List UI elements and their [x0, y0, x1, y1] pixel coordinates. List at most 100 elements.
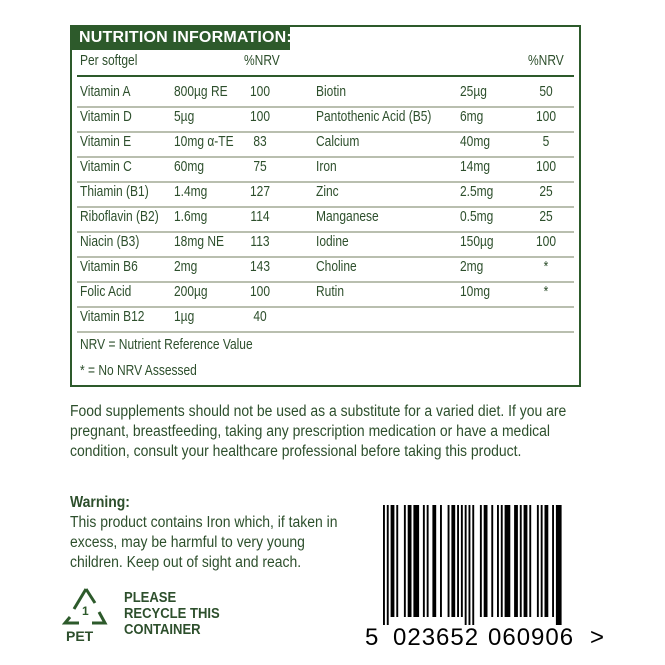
cell-l-nrv: 113	[250, 233, 270, 250]
cell-l-amount: 1µg	[174, 308, 195, 325]
cell-l-name: Vitamin A	[80, 83, 131, 100]
cell-l-name: Vitamin B6	[80, 258, 138, 275]
cell-r-nrv: 25	[539, 183, 553, 200]
recycle-line: RECYCLE THIS	[124, 606, 220, 622]
cell-l-amount: 200µg	[174, 283, 208, 300]
warning-title: Warning:	[70, 494, 130, 511]
barcode-bar	[407, 505, 412, 617]
barcode-bar	[552, 505, 554, 617]
barcode-bar	[479, 505, 482, 617]
barcode-bar	[540, 505, 543, 617]
barcode-bar	[447, 505, 450, 617]
cell-l-nrv: 75	[253, 158, 267, 175]
cell-r-nrv: 25	[539, 208, 553, 225]
barcode-bar	[500, 505, 503, 617]
cell-l-nrv: 100	[249, 283, 271, 300]
row-divider	[77, 256, 574, 258]
cell-r-name: Biotin	[316, 83, 347, 100]
recycle-line: PLEASE	[124, 590, 177, 606]
header-divider	[77, 75, 574, 77]
barcode-bar	[504, 505, 511, 617]
cell-r-amount: 2mg	[460, 258, 484, 275]
barcode-bar	[468, 505, 471, 625]
cell-l-name: Vitamin C	[80, 158, 132, 175]
recycle-number: 1	[82, 604, 89, 618]
barcode-bar	[440, 505, 442, 617]
cell-r-amount: 0.5mg	[460, 208, 494, 225]
cell-l-name: Niacin (B3)	[80, 233, 140, 250]
recycle-line: CONTAINER	[124, 622, 201, 638]
cell-r-name: Pantothenic Acid (B5)	[316, 108, 432, 125]
nrv-header-right: %NRV	[528, 52, 564, 69]
cell-r-amount: 14mg	[460, 158, 491, 175]
cell-r-amount: 40mg	[460, 133, 491, 150]
warning-text: This product contains Iron which, if tak…	[70, 514, 338, 571]
barcode-arrow: >	[590, 624, 605, 651]
cell-l-nrv: 143	[249, 258, 271, 275]
barcode-bar	[491, 505, 494, 617]
barcode-bar	[519, 505, 522, 617]
recycle-material: PET	[66, 628, 94, 644]
nrv-header-left: %NRV	[244, 52, 280, 69]
row-divider	[77, 281, 574, 283]
cell-r-name: Rutin	[316, 283, 345, 300]
cell-r-name: Iron	[316, 158, 337, 175]
cell-r-nrv: 100	[535, 158, 557, 175]
cell-r-name: Calcium	[316, 133, 360, 150]
barcode-bar	[426, 505, 429, 617]
cell-l-amount: 1.4mg	[174, 183, 208, 200]
nutrition-title: NUTRITION INFORMATION:	[70, 25, 292, 50]
barcode-bar	[483, 505, 488, 617]
barcode-first-digit: 5	[365, 624, 379, 651]
barcode-bar	[472, 505, 475, 625]
cell-r-amount: 150µg	[460, 233, 494, 250]
cell-l-amount: 1.6mg	[174, 208, 208, 225]
barcode-bar	[457, 505, 459, 617]
cell-l-name: Vitamin E	[80, 133, 132, 150]
barcode-bar	[529, 505, 532, 617]
cell-l-nrv: 40	[253, 308, 267, 325]
cell-r-nrv: *	[543, 258, 549, 275]
cell-r-name: Zinc	[316, 183, 339, 200]
barcode-bar	[451, 505, 456, 617]
cell-r-amount: 10mg	[460, 283, 491, 300]
cell-l-nrv: 100	[249, 108, 271, 125]
barcode-bar	[386, 505, 389, 625]
row-divider	[77, 206, 574, 208]
row-divider	[77, 131, 574, 133]
row-divider	[77, 231, 574, 233]
nrv-note: NRV = Nutrient Reference Value	[80, 336, 253, 353]
recycle-icon: 1	[62, 588, 108, 625]
cell-l-amount: 18mg NE	[174, 233, 225, 250]
cell-r-name: Choline	[316, 258, 357, 275]
cell-r-amount: 2.5mg	[460, 183, 494, 200]
barcode	[383, 505, 562, 625]
advice-text: Food supplements should not be used as a…	[70, 403, 567, 460]
barcode-bar	[390, 505, 395, 617]
cell-r-name: Iodine	[316, 233, 349, 250]
barcode-bar	[460, 505, 463, 617]
barcode-bar	[422, 505, 425, 617]
row-divider	[77, 156, 574, 158]
barcode-bar	[464, 505, 467, 625]
barcode-bar	[432, 505, 437, 617]
barcode-bar	[403, 505, 406, 617]
row-divider	[77, 331, 574, 333]
cell-r-amount: 25µg	[460, 83, 487, 100]
cell-l-amount: 10mg α-TE	[174, 133, 234, 150]
cell-l-name: Vitamin B12	[80, 308, 145, 325]
barcode-bar	[544, 505, 549, 617]
cell-l-nrv: 127	[249, 183, 271, 200]
cell-r-nrv: 100	[535, 108, 557, 125]
barcode-bar	[497, 505, 499, 617]
cell-l-name: Riboflavin (B2)	[80, 208, 159, 225]
barcode-bar	[413, 505, 420, 617]
barcode-left-digits: 023652	[393, 624, 480, 651]
barcode-bar	[555, 505, 562, 625]
cell-l-name: Folic Acid	[80, 283, 132, 300]
cell-r-name: Manganese	[316, 208, 379, 225]
recycle-message: PLEASE RECYCLE THIS CONTAINER	[124, 590, 220, 638]
cell-r-nrv: 50	[539, 83, 553, 100]
per-softgel-label: Per softgel	[80, 52, 138, 69]
nutrition-table	[70, 25, 581, 387]
